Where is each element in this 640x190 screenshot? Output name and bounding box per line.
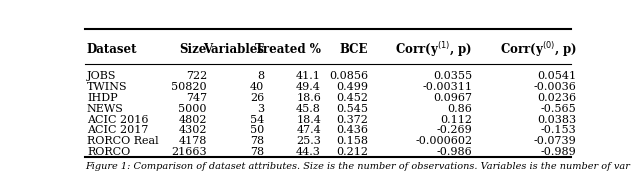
Text: 5000: 5000 [179,104,207,114]
Text: -0.565: -0.565 [541,104,577,114]
Text: Corr(y$^{(1)}$, p): Corr(y$^{(1)}$, p) [396,40,472,59]
Text: 26: 26 [250,93,264,103]
Text: 0.499: 0.499 [336,82,368,92]
Text: Variables: Variables [203,43,264,56]
Text: Dataset: Dataset [87,43,138,56]
Text: Size: Size [180,43,207,56]
Text: -0.989: -0.989 [541,147,577,157]
Text: 78: 78 [250,147,264,157]
Text: 41.1: 41.1 [296,71,321,82]
Text: -0.00311: -0.00311 [422,82,472,92]
Text: 722: 722 [186,71,207,82]
Text: 4178: 4178 [179,136,207,146]
Text: Figure 1: Comparison of dataset attributes. Size is the number of observations. : Figure 1: Comparison of dataset attribut… [85,162,630,171]
Text: 50: 50 [250,125,264,135]
Text: 0.436: 0.436 [336,125,368,135]
Text: 0.545: 0.545 [336,104,368,114]
Text: -0.0036: -0.0036 [534,82,577,92]
Text: ACIC 2017: ACIC 2017 [87,125,148,135]
Text: Treated %: Treated % [255,43,321,56]
Text: IHDP: IHDP [87,93,118,103]
Text: 0.86: 0.86 [447,104,472,114]
Text: ACIC 2016: ACIC 2016 [87,115,148,125]
Text: 18.4: 18.4 [296,115,321,125]
Text: 78: 78 [250,136,264,146]
Text: JOBS: JOBS [87,71,116,82]
Text: 3: 3 [257,104,264,114]
Text: 0.452: 0.452 [336,93,368,103]
Text: 0.0856: 0.0856 [329,71,368,82]
Text: -0.153: -0.153 [541,125,577,135]
Text: 0.0355: 0.0355 [433,71,472,82]
Text: 47.4: 47.4 [296,125,321,135]
Text: 0.0383: 0.0383 [538,115,577,125]
Text: TWINS: TWINS [87,82,127,92]
Text: -0.986: -0.986 [436,147,472,157]
Text: 0.0236: 0.0236 [538,93,577,103]
Text: NEWS: NEWS [87,104,124,114]
Text: 0.0541: 0.0541 [538,71,577,82]
Text: 44.3: 44.3 [296,147,321,157]
Text: 0.112: 0.112 [440,115,472,125]
Text: 0.158: 0.158 [336,136,368,146]
Text: 40: 40 [250,82,264,92]
Text: 50820: 50820 [172,82,207,92]
Text: 747: 747 [186,93,207,103]
Text: Corr(y$^{(0)}$, p): Corr(y$^{(0)}$, p) [500,40,577,59]
Text: 25.3: 25.3 [296,136,321,146]
Text: 8: 8 [257,71,264,82]
Text: 0.0967: 0.0967 [433,93,472,103]
Text: RORCO: RORCO [87,147,130,157]
Text: 18.6: 18.6 [296,93,321,103]
Text: RORCO Real: RORCO Real [87,136,159,146]
Text: -0.0739: -0.0739 [534,136,577,146]
Text: 4302: 4302 [179,125,207,135]
Text: 45.8: 45.8 [296,104,321,114]
Text: 54: 54 [250,115,264,125]
Text: BCE: BCE [340,43,368,56]
Text: 0.372: 0.372 [336,115,368,125]
Text: -0.269: -0.269 [436,125,472,135]
Text: 4802: 4802 [179,115,207,125]
Text: -0.000602: -0.000602 [415,136,472,146]
Text: 21663: 21663 [172,147,207,157]
Text: 49.4: 49.4 [296,82,321,92]
Text: 0.212: 0.212 [336,147,368,157]
